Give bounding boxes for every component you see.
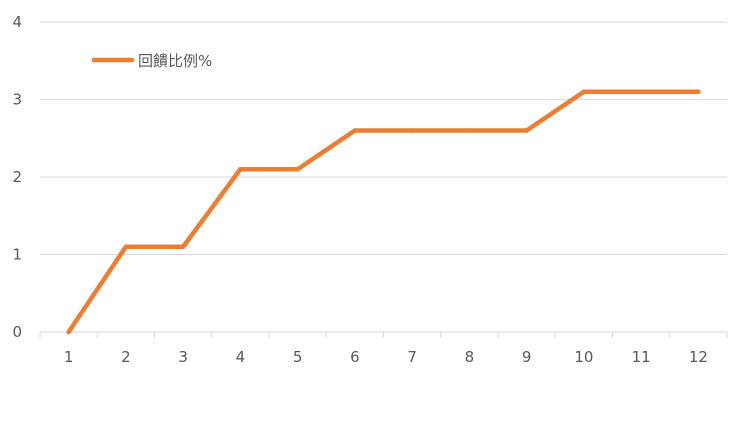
x-tick-label: 5 xyxy=(293,348,303,366)
data-point xyxy=(409,128,415,133)
data-point xyxy=(295,167,300,172)
x-tick-label: 11 xyxy=(632,348,651,366)
series-layer xyxy=(66,89,701,335)
x-tick-label: 12 xyxy=(689,348,708,366)
x-tick-label: 10 xyxy=(574,348,593,366)
x-tick-label: 9 xyxy=(522,348,532,366)
x-tick-label: 8 xyxy=(465,348,475,366)
y-tick-label: 3 xyxy=(12,91,22,109)
data-point xyxy=(123,244,129,249)
x-tick-label: 1 xyxy=(64,348,74,366)
x-tick-label: 4 xyxy=(236,348,246,366)
data-point xyxy=(638,89,644,94)
x-tick-label: 7 xyxy=(407,348,417,366)
y-tick-label: 2 xyxy=(12,168,22,186)
x-tick-label: 6 xyxy=(350,348,360,366)
y-tick-label: 4 xyxy=(12,13,22,31)
y-axis: 0 1 2 3 4 xyxy=(12,13,22,341)
data-point xyxy=(238,167,243,172)
series-line xyxy=(66,89,701,335)
x-tick-label: 2 xyxy=(121,348,131,366)
x-axis: 1 2 3 4 5 6 7 8 9 10 11 12 xyxy=(39,331,728,366)
legend: 回饋比例% xyxy=(91,52,212,70)
data-point xyxy=(66,329,71,335)
data-point xyxy=(581,89,587,94)
data-point xyxy=(467,128,472,133)
data-point xyxy=(524,128,529,133)
y-tick-label: 0 xyxy=(12,323,22,341)
legend-label: 回饋比例% xyxy=(138,52,212,70)
data-point xyxy=(180,244,186,249)
y-tick-label: 1 xyxy=(12,246,22,264)
x-tick-label: 3 xyxy=(178,348,188,366)
data-point xyxy=(696,89,701,94)
data-point xyxy=(352,128,358,133)
